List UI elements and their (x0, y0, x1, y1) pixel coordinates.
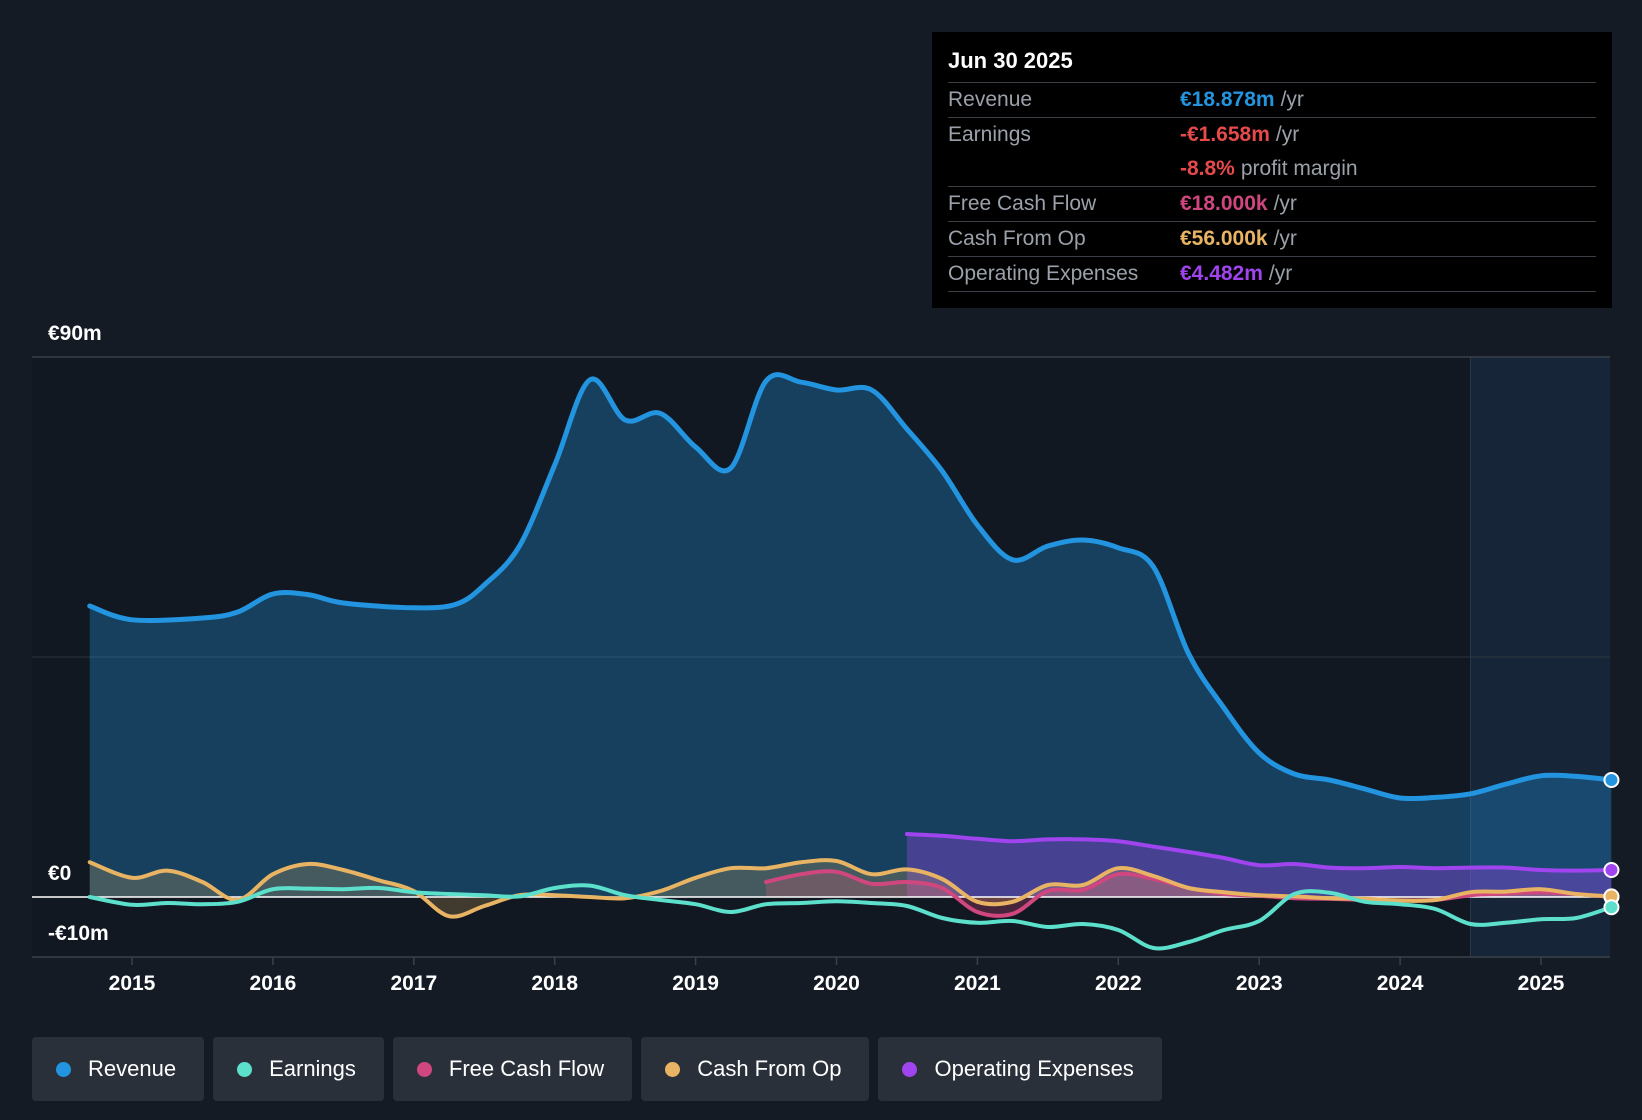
tooltip-row: Operating Expenses €4.482m/yr (948, 257, 1596, 292)
legend-label: Revenue (88, 1056, 177, 1081)
y-axis-top-label: €90m (48, 322, 102, 345)
operating-expenses-line (904, 832, 1614, 873)
x-axis-ticks: 2015 2016 2017 2018 2019 2020 2021 2022 2023 2024… (109, 957, 1565, 995)
legend-item-operating-expenses[interactable]: Operating Expenses (878, 1037, 1162, 1101)
legend-label: Cash From Op (697, 1056, 842, 1081)
tooltip-row-value: €18.000k (1180, 192, 1268, 215)
tooltip-row-value: -8.8% (1180, 157, 1235, 180)
legend-dot-icon (56, 1061, 71, 1077)
legend: Revenue Earnings Free Cash Flow Cash From O… (32, 1037, 1162, 1101)
tooltip-row-label: Earnings (948, 123, 1031, 146)
legend-item-free-cash-flow[interactable]: Free Cash Flow (392, 1037, 633, 1101)
legend-label: Free Cash Flow (448, 1056, 605, 1081)
legend-dot-icon (416, 1061, 432, 1077)
tooltip-row: -8.8% profit margin (948, 152, 1596, 187)
tooltip-row-value: -€1.658m (1180, 123, 1270, 146)
revenue-area (89, 374, 1612, 897)
legend-item-cash-from-op[interactable]: Cash From Op (641, 1037, 870, 1101)
legend-item-earnings[interactable]: Earnings (213, 1037, 384, 1101)
legend-dot-icon (237, 1061, 253, 1077)
x-tick-label-2019: 2019 (672, 972, 719, 995)
tooltip-row-unit: profit margin (1240, 157, 1358, 180)
tooltip-row-value: €4.482m (1180, 262, 1263, 285)
x-tick-label-2020: 2020 (813, 972, 860, 995)
tooltip-row-label: Cash From Op (948, 227, 1086, 250)
tooltip-row-value: €56.000k (1180, 227, 1268, 250)
tooltip-row-label: Operating Expenses (948, 262, 1139, 285)
legend-item-revenue[interactable]: Revenue (32, 1037, 205, 1101)
tooltip-row-unit: /yr (1280, 88, 1304, 111)
tooltip-row-value: €18.878m (1180, 88, 1275, 111)
x-tick-label-2018: 2018 (531, 972, 578, 995)
tooltip-row: Revenue €18.878m/yr (948, 83, 1596, 118)
earnings-line (87, 883, 1614, 951)
legend-label: Operating Expenses (934, 1056, 1134, 1081)
tooltip-row: Earnings -€1.658m/yr (948, 118, 1596, 152)
tooltip-row-unit: /yr (1275, 123, 1300, 146)
tooltip-row-label: Free Cash Flow (948, 192, 1097, 215)
x-tick-label-2022: 2022 (1095, 972, 1142, 995)
tooltip-row-unit: /yr (1268, 262, 1293, 285)
revenue-end-dot (1603, 772, 1620, 788)
series-lines (87, 372, 1614, 951)
x-tick-label-2023: 2023 (1236, 972, 1283, 995)
tooltip-row: Cash From Op €56.000k/yr (948, 222, 1596, 257)
x-tick-label-2015: 2015 (109, 972, 156, 995)
series-end-dots (1603, 772, 1620, 916)
cash-from-op-line (87, 858, 1614, 919)
x-tick-label-2017: 2017 (390, 972, 437, 995)
tooltip-date: Jun 30 2025 (948, 46, 1596, 83)
free-cash-flow-area (766, 871, 1612, 916)
x-tick-label-2016: 2016 (250, 972, 297, 995)
y-axis-zero-label: €0 (48, 862, 72, 885)
tooltip-row-label: Revenue (948, 88, 1033, 111)
x-tick-label-2025: 2025 (1518, 972, 1565, 995)
tooltip-rows: Revenue €18.878m/yr Earnings -€1.658m/yr -8.… (948, 83, 1596, 292)
x-tick-label-2024: 2024 (1377, 972, 1424, 995)
revenue-line (87, 372, 1614, 802)
earnings-end-dot (1603, 899, 1620, 916)
tooltip-panel: Jun 30 2025 Revenue €18.878m/yr Earnings -€… (932, 32, 1612, 308)
tooltip-row-unit: /yr (1273, 192, 1297, 215)
operating-expenses-end-dot (1603, 862, 1620, 878)
y-axis-bottom-label: -€10m (48, 922, 109, 945)
tooltip-row-unit: /yr (1273, 227, 1297, 250)
x-tick-label-2021: 2021 (954, 972, 1001, 995)
legend-dot-icon (665, 1061, 681, 1077)
tooltip-row: Free Cash Flow €18.000k/yr (948, 187, 1596, 222)
cash-from-op-area (89, 860, 1612, 917)
legend-label: Earnings (269, 1056, 356, 1081)
legend-dot-icon (902, 1061, 918, 1077)
